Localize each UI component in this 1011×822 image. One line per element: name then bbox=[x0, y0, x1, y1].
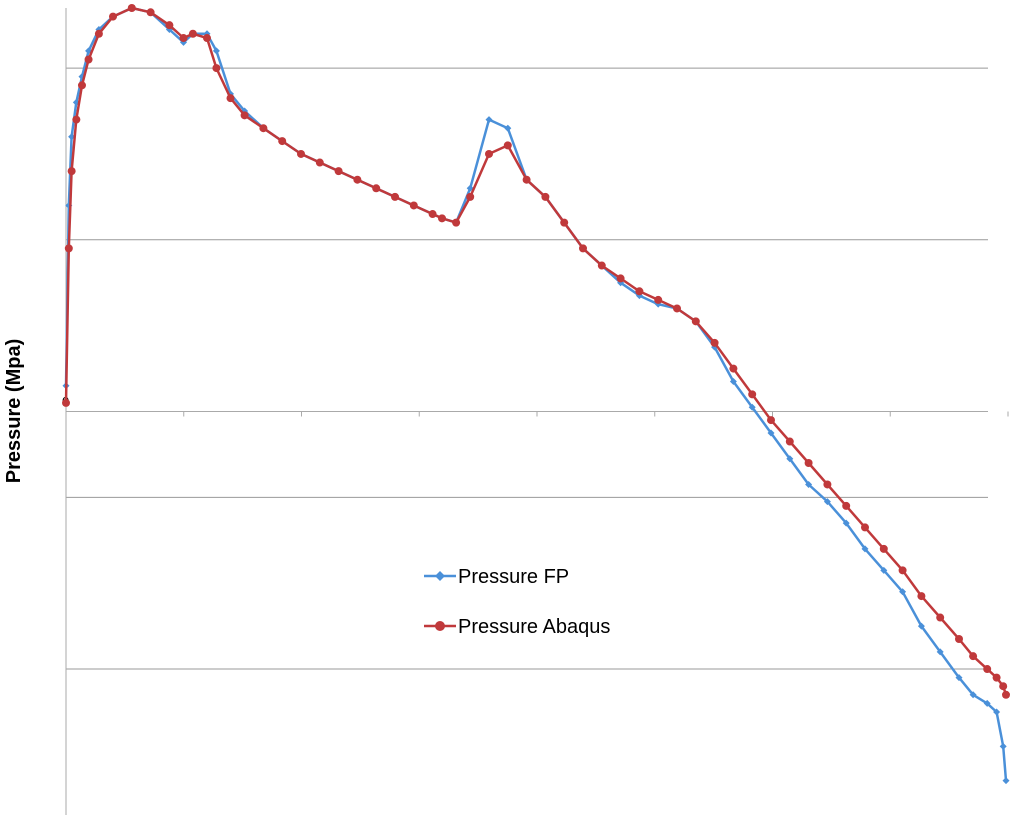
series-1-point bbox=[259, 124, 268, 133]
series-1-point bbox=[748, 390, 757, 399]
series-1-point bbox=[334, 167, 343, 176]
legend-marker-abaqus bbox=[435, 621, 445, 631]
legend-marker-fp bbox=[435, 571, 445, 581]
series-1-point bbox=[466, 192, 475, 201]
legend-label-abaqus: Pressure Abaqus bbox=[458, 616, 610, 638]
series-0-point bbox=[485, 116, 493, 124]
series-0-point bbox=[729, 377, 737, 385]
series-1-point bbox=[278, 137, 287, 146]
series-0-point bbox=[917, 622, 925, 630]
series-0-point bbox=[880, 566, 888, 574]
legend: Pressure FP Pressure Abaqus bbox=[424, 566, 610, 638]
series-1-point bbox=[917, 592, 926, 601]
series-1-point bbox=[522, 175, 531, 184]
series-1-point bbox=[315, 158, 324, 167]
series-1-point bbox=[654, 295, 663, 304]
series-0-point bbox=[504, 124, 512, 132]
series-1-point bbox=[297, 149, 305, 158]
legend-item-abaqus: Pressure Abaqus bbox=[424, 616, 610, 638]
legend-item-fp: Pressure FP bbox=[424, 566, 569, 588]
series-0-point bbox=[212, 47, 220, 55]
series-1-point bbox=[438, 214, 446, 223]
series-1-point bbox=[729, 364, 738, 373]
series-0-point bbox=[983, 699, 991, 707]
series-1-point bbox=[109, 12, 117, 21]
series-1-point bbox=[62, 398, 70, 407]
series-0-point bbox=[1002, 777, 1010, 785]
series-1-point bbox=[579, 244, 587, 253]
series-1-point bbox=[767, 416, 775, 425]
series-1-point bbox=[428, 210, 437, 219]
series-line-0 bbox=[64, 6, 1008, 781]
series-0-point bbox=[767, 429, 775, 437]
series-1-point bbox=[165, 21, 174, 30]
series-line-1 bbox=[64, 6, 1008, 696]
series-1-point bbox=[353, 175, 362, 184]
series-1-point bbox=[372, 184, 381, 193]
series-0-point bbox=[899, 588, 907, 596]
series-1-point bbox=[67, 167, 76, 176]
series-1-point bbox=[673, 304, 681, 313]
series-layer bbox=[62, 4, 1010, 785]
series-1-point bbox=[710, 338, 719, 347]
series-0-point bbox=[748, 403, 756, 411]
series-0-point bbox=[969, 691, 977, 699]
x-axis-ticks bbox=[183, 411, 1009, 417]
legend-label-fp: Pressure FP bbox=[458, 566, 569, 588]
series-1-point bbox=[616, 274, 625, 283]
series-0-point bbox=[861, 545, 869, 553]
series-1-point bbox=[936, 613, 945, 622]
series-0-point bbox=[993, 708, 1001, 716]
series-1-point bbox=[560, 218, 569, 227]
series-1-point bbox=[179, 34, 188, 43]
series-1-point bbox=[84, 55, 93, 64]
series-1-point bbox=[999, 682, 1008, 691]
series-1-point bbox=[64, 244, 73, 253]
series-1-point bbox=[597, 261, 606, 270]
series-1-point bbox=[992, 673, 1001, 682]
series-1-point bbox=[969, 652, 978, 661]
series-1-point bbox=[146, 8, 155, 17]
series-0-point bbox=[999, 742, 1007, 750]
series-1-point bbox=[635, 287, 644, 296]
series-1-point bbox=[898, 566, 907, 575]
series-1-point bbox=[409, 201, 418, 210]
series-1-point bbox=[804, 459, 813, 468]
series-1-point bbox=[94, 29, 103, 38]
series-1-point bbox=[212, 64, 221, 73]
series-1-point bbox=[391, 192, 399, 201]
series-1-point bbox=[1002, 690, 1010, 699]
series-0-point bbox=[842, 519, 850, 527]
series-1-point bbox=[541, 192, 550, 201]
series-1-point bbox=[861, 523, 869, 532]
series-1-point bbox=[823, 480, 832, 489]
series-1-point bbox=[77, 81, 86, 90]
series-1-point bbox=[226, 94, 235, 103]
series-1-point bbox=[879, 544, 888, 553]
series-1-point bbox=[955, 635, 963, 644]
y-axis-label: Pressure (Mpa) bbox=[3, 339, 25, 484]
series-1-point bbox=[842, 501, 851, 510]
series-0-point bbox=[805, 480, 813, 488]
series-0-point bbox=[936, 648, 944, 656]
series-1-point bbox=[188, 29, 197, 38]
series-1-point bbox=[72, 115, 81, 124]
series-1-point bbox=[452, 218, 461, 227]
series-1-point bbox=[785, 437, 794, 446]
series-0-point bbox=[955, 674, 963, 682]
series-0-point bbox=[786, 455, 794, 463]
series-1-point bbox=[127, 4, 136, 12]
series-1-point bbox=[983, 665, 992, 674]
series-1-point bbox=[691, 317, 700, 326]
series-1-point bbox=[240, 111, 249, 120]
series-0-point bbox=[823, 498, 831, 506]
series-1-point bbox=[485, 149, 493, 158]
series-1-point bbox=[203, 34, 211, 43]
series-1-point bbox=[503, 141, 512, 150]
